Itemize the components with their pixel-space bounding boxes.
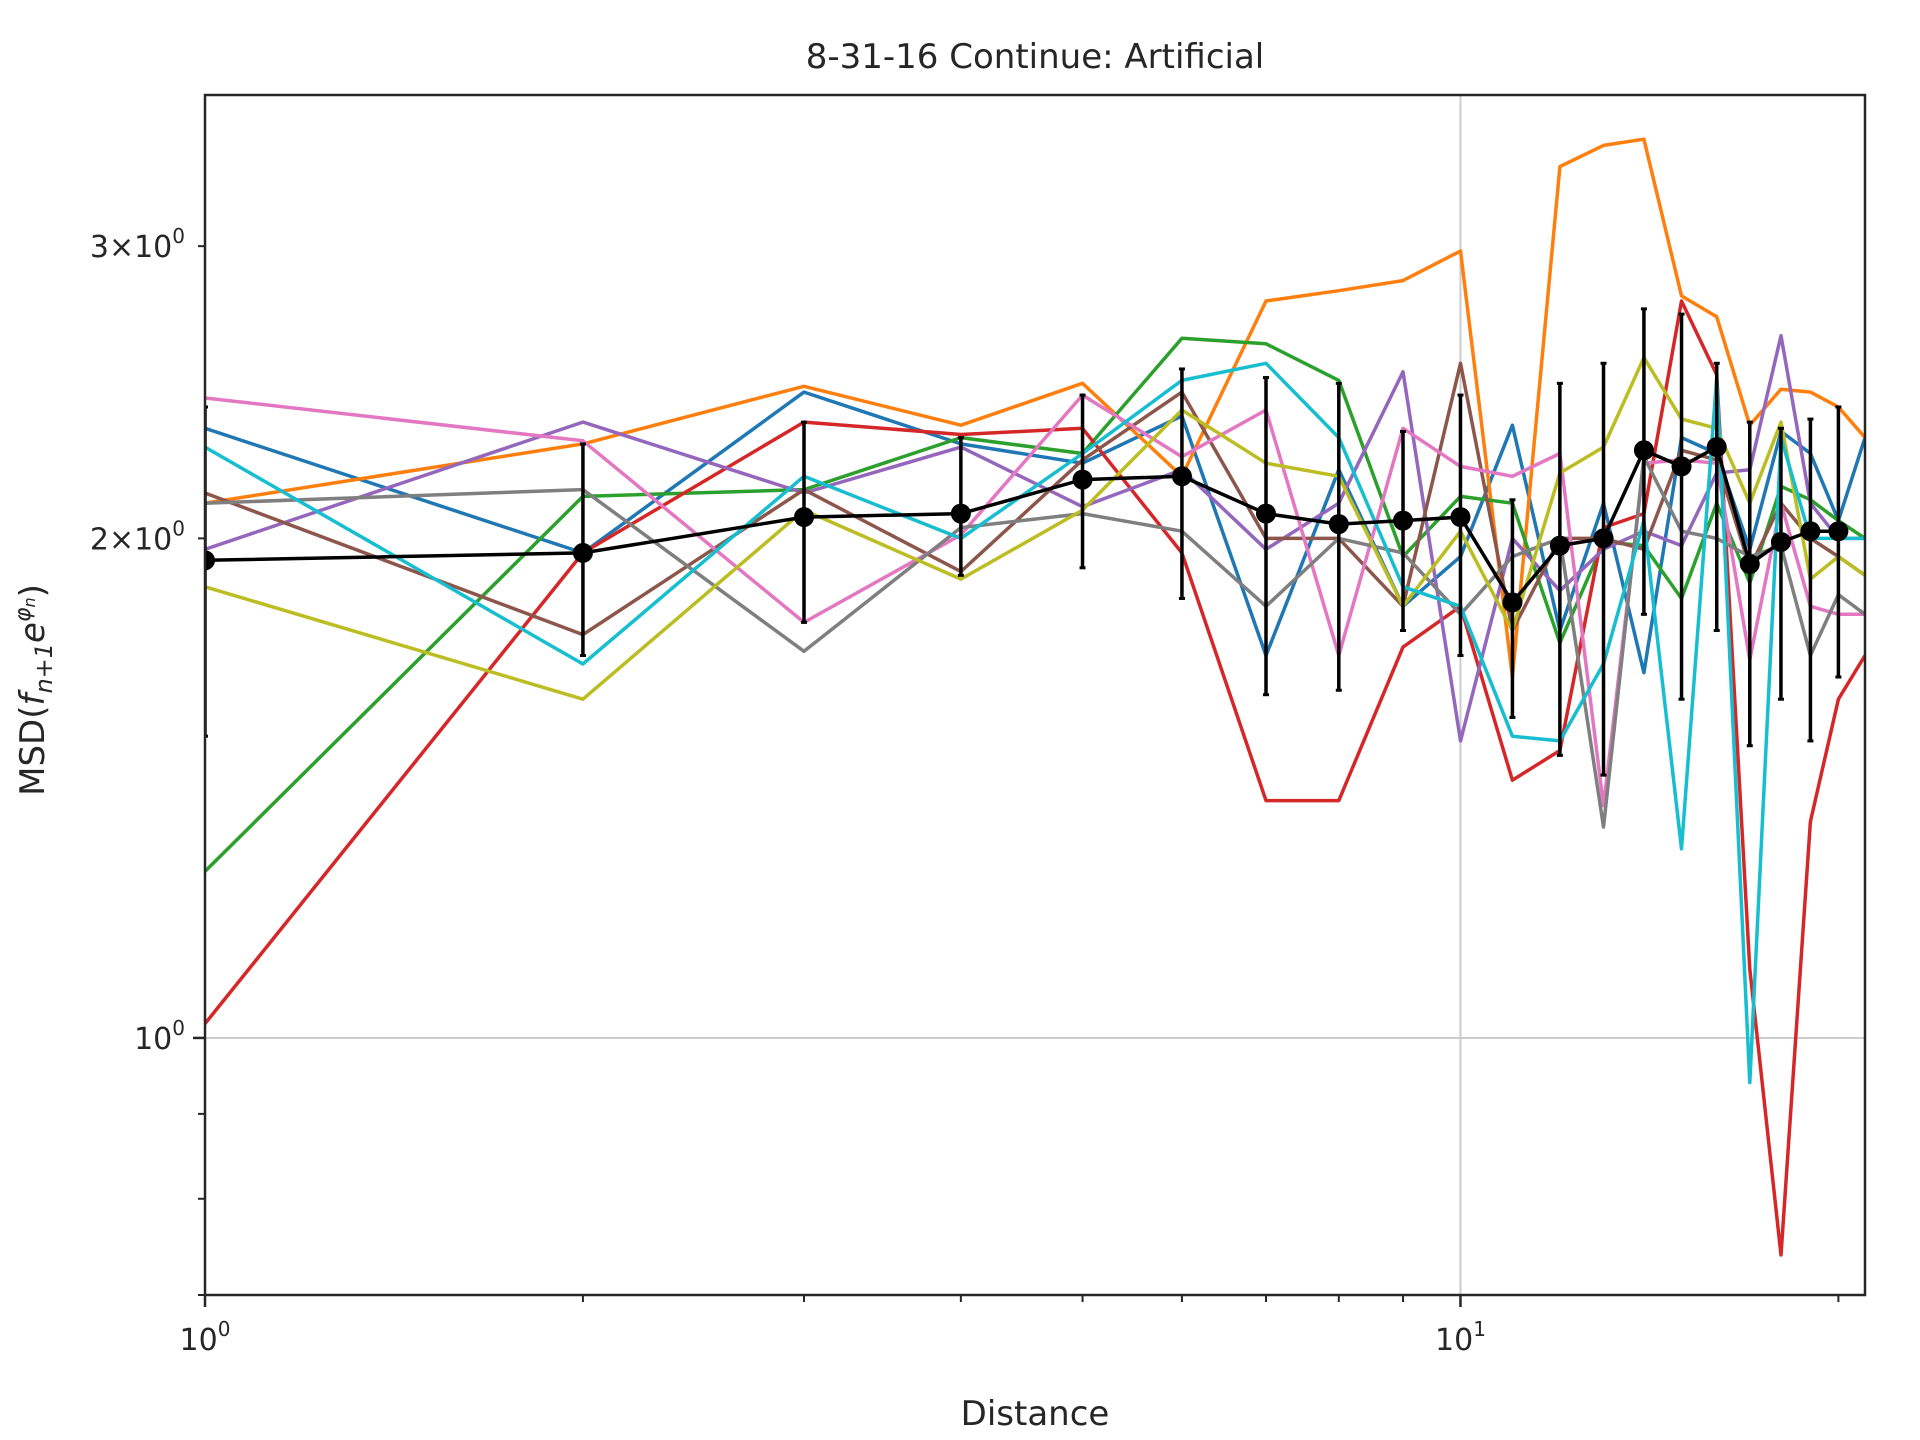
mean-point	[950, 503, 971, 524]
chart-title: 8-31-16 Continue: Artificial	[806, 37, 1265, 77]
plot-frame	[203, 93, 1867, 1297]
series-line-10	[205, 361, 1865, 1085]
y-axis-ticks: 100 2×100 3×100	[90, 224, 205, 1296]
error-bars	[205, 307, 1849, 777]
mean-point	[1828, 521, 1849, 542]
mean-point	[1450, 507, 1471, 528]
x-tick-label: 101	[1435, 1317, 1486, 1358]
mean-point	[1502, 592, 1523, 613]
mean-point	[1255, 503, 1276, 524]
mean-point	[1706, 437, 1727, 458]
y-axis-label: MSD(fn+1eφn)	[11, 584, 58, 796]
series-line-1	[205, 390, 1865, 675]
mean-point	[1328, 514, 1349, 535]
x-axis-label: Distance	[961, 1394, 1110, 1434]
mean-point	[1770, 531, 1791, 552]
mean-point	[1549, 535, 1570, 556]
mean-point	[1593, 528, 1614, 549]
mean-point	[1739, 554, 1760, 575]
mean-point	[205, 550, 215, 571]
series-line-4	[205, 299, 1865, 1257]
x-axis-ticks: 100 101	[180, 1295, 1840, 1358]
mean-point	[572, 542, 593, 563]
y-tick-label: 100	[134, 1016, 185, 1057]
mean-point	[1171, 466, 1192, 487]
y-tick-label: 3×100	[90, 224, 185, 265]
mean-point	[1671, 456, 1692, 477]
x-tick-label: 100	[180, 1317, 231, 1358]
series-line-7	[205, 393, 1865, 808]
mean-point	[1633, 440, 1654, 461]
mean-point	[1800, 521, 1821, 542]
y-tick-label: 2×100	[90, 516, 185, 557]
mean-point	[1393, 510, 1414, 531]
mean-point	[1072, 469, 1093, 490]
mean-point	[794, 507, 815, 528]
mean-line	[205, 444, 1839, 606]
